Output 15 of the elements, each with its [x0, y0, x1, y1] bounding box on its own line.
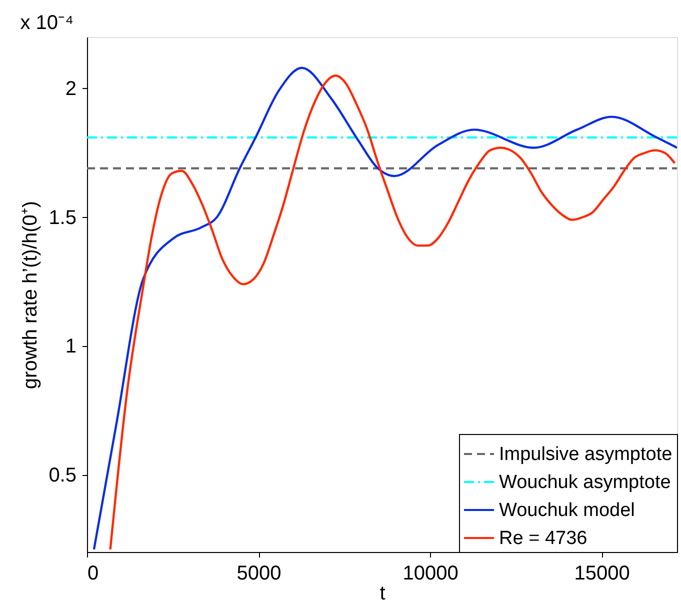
- y-tick-label: 2: [65, 78, 76, 100]
- x-tick-label: 5000: [236, 562, 282, 584]
- x-tick-label: 15000: [574, 562, 630, 584]
- text: x 10⁻⁴: [20, 12, 74, 34]
- legend-label: Wouchuk asymptote: [499, 472, 671, 493]
- legend-label: Wouchuk model: [499, 500, 635, 521]
- x-axis-title: t: [380, 582, 386, 604]
- y-tick-label: 1: [65, 336, 76, 358]
- legend-label: Impulsive asymptote: [499, 444, 672, 465]
- y-axis-title: growth rate h’(t)/h(0⁺): [20, 200, 42, 390]
- x-tick-label: 10000: [402, 562, 458, 584]
- legend-label: Re = 4736: [499, 528, 588, 549]
- x-tick-label: 0: [88, 562, 99, 584]
- y-tick-label: 0.5: [48, 464, 76, 486]
- y-tick-label: 1.5: [48, 206, 76, 229]
